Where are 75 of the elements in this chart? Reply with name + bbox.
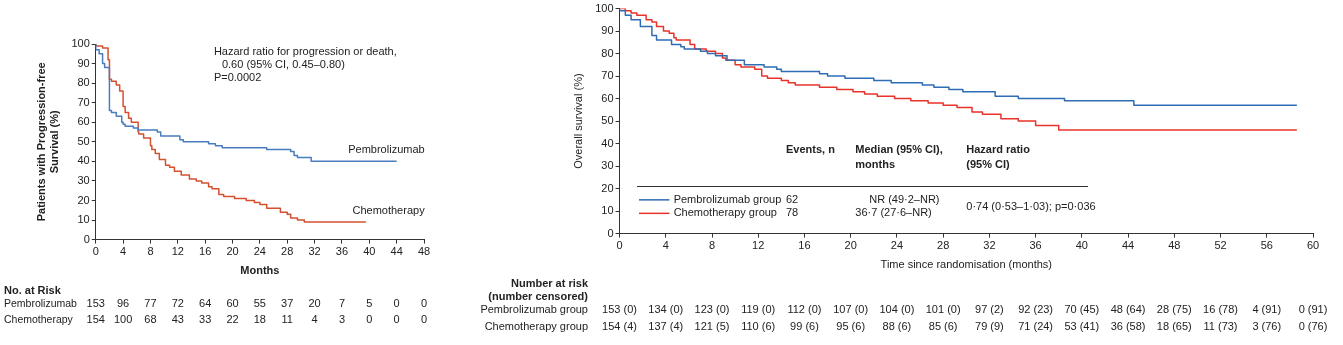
x-tick-label: 28: [281, 245, 294, 258]
y-tick-label: 40: [601, 136, 614, 149]
y-tick-label: 70: [601, 69, 614, 82]
text: Chemotherapy group 154 (4) 137 (4) 121 (5) 110 (6) 99 (6) 95 (6) 88 (6) 85 (6) 79 (9) 71 (24) 53 (41) 36 (58) 18 (65) 11 (73) 3 (76) 0 (76): [484, 320, 1328, 332]
x-tick-label: 16: [199, 245, 212, 258]
series-label: Pembrolizumab: [348, 142, 425, 155]
x-tick-label: 20: [844, 239, 857, 252]
y-axis-title: Overall survival (%): [571, 73, 584, 169]
y-tick-label: 90: [601, 24, 614, 37]
x-tick-label: 32: [983, 239, 996, 252]
x-tick-label: 36: [1029, 239, 1042, 252]
x-tick-label: 24: [890, 239, 904, 252]
x-tick-label: 12: [752, 239, 765, 252]
x-tick-label: 4: [120, 245, 127, 258]
annotation: 36·7 (27·6–NR): [855, 206, 932, 219]
annotation: 78: [785, 206, 799, 219]
x-tick-label: 48: [1168, 239, 1181, 252]
y-tick-label: 30: [601, 159, 614, 172]
text: Pembrolizumab group 153 (0) 134 (0) 123 (0) 119 (0) 112 (0) 107 (0) 104 (0) 101 (0) 97 (2) 92 (23) 70 (45) 48 (64) 28 (75) 16 (78) 4 (91) 0 (91): [480, 303, 1328, 315]
y-tick-label: 80: [601, 46, 614, 59]
text: Pembrolizumab 153 96 77 72 64 60 55 37 20 7 5 0 0: [4, 297, 428, 309]
x-tick-label: 52: [1214, 239, 1227, 252]
x-tick-label: 36: [335, 245, 349, 258]
y-tick-label: 20: [77, 193, 90, 206]
x-tick-label: 44: [390, 245, 403, 258]
y-tick-label: 100: [71, 37, 90, 50]
y-tick-label: 90: [77, 56, 90, 69]
x-tick-label: 28: [937, 239, 950, 252]
annotation: NR (49·2–NR): [869, 192, 940, 205]
annotation: 62: [785, 192, 799, 205]
x-tick-label: 16: [798, 239, 811, 252]
text: No. at Risk: [4, 284, 61, 297]
y-tick-label: 10: [601, 204, 614, 217]
x-tick-label: 12: [171, 245, 184, 258]
annotation: 0.60 (95% CI, 0.45–0.80): [221, 58, 345, 71]
y-axis-title: Patients with Progression-free Survival (%): [34, 62, 60, 222]
y-tick-label: 20: [601, 181, 614, 194]
x-axis-title: Time since randomisation (months): [880, 258, 1052, 271]
x-tick-label: 8: [147, 245, 154, 258]
annotation: Hazard ratio (95% CI): [966, 143, 1031, 171]
x-tick-label: 0: [92, 245, 99, 258]
annotation: Events, n: [785, 143, 836, 156]
x-tick-label: 0: [616, 239, 623, 252]
legend-label: Pembrolizumab group: [673, 192, 782, 205]
annotation: Median (95% CI), months: [855, 143, 943, 171]
x-axis-title: Months: [240, 264, 280, 277]
y-tick-label: 70: [77, 95, 90, 108]
annotation: 0·74 (0·53–1·03); p=0·036: [966, 199, 1096, 212]
x-tick-label: 48: [417, 245, 431, 258]
x-tick-label: 40: [1075, 239, 1088, 252]
text: Number at risk (number censored): [487, 277, 588, 303]
y-tick-label: 50: [601, 114, 614, 127]
x-tick-label: 4: [662, 239, 669, 252]
y-tick-label: 60: [77, 115, 90, 128]
x-tick-label: 8: [708, 239, 716, 252]
y-tick-label: 60: [601, 91, 614, 104]
y-tick-label: 100: [595, 1, 614, 14]
x-tick-label: 40: [363, 245, 376, 258]
y-tick-label: 0: [607, 226, 614, 239]
legend-label: Chemotherapy group: [673, 206, 777, 219]
y-tick-label: 30: [77, 173, 90, 186]
x-tick-label: 24: [253, 245, 266, 258]
y-tick-label: 80: [77, 76, 90, 89]
annotation: Hazard ratio for progression or death,: [213, 45, 397, 58]
x-tick-label: 32: [308, 245, 321, 258]
x-tick-label: 20: [226, 245, 239, 258]
y-tick-label: 40: [77, 154, 90, 167]
y-tick-label: 50: [77, 134, 90, 147]
x-tick-label: 44: [1121, 239, 1135, 252]
text: Chemotherapy 154 100 68 43 33 22 18 11 4 3 0 0 0: [4, 313, 428, 325]
annotation: P=0.0002: [213, 71, 262, 84]
y-tick-label: 10: [77, 213, 90, 226]
x-tick-label: 56: [1260, 239, 1273, 252]
series-label: Chemotherapy: [352, 203, 426, 216]
x-tick-label: 60: [1306, 239, 1320, 252]
